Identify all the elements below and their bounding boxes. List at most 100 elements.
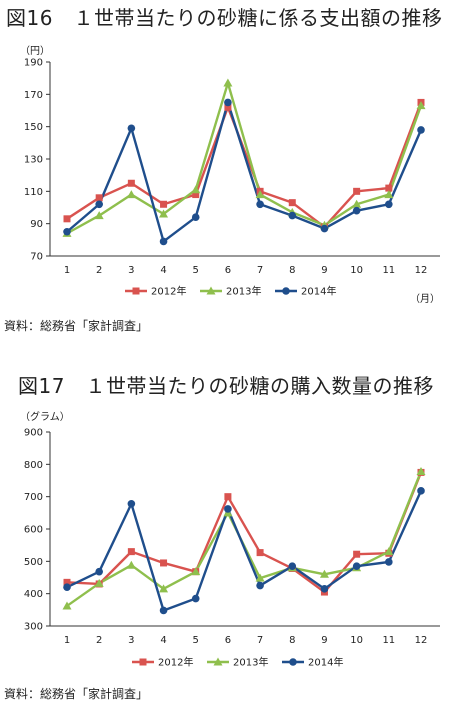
figure-16-title: 図16 １世帯当たりの砂糖に係る支出額の推移 <box>6 6 443 30</box>
chart-17-source: 資料：総務省「家計調査」 <box>4 687 149 701</box>
chart-17-legend-marker-1 <box>213 657 223 666</box>
chart-16-series-2-point <box>191 213 200 221</box>
chart-16-series-1-point <box>191 185 201 194</box>
chart-16-series-1-point <box>223 78 233 87</box>
chart-16-series-0-point <box>224 103 232 111</box>
chart-17-series-0-point <box>224 493 232 501</box>
chart-17-series-2-point <box>127 499 136 508</box>
chart-16-series-1-point <box>384 190 394 199</box>
chart-17-y-tick-label: 800 <box>24 460 43 471</box>
chart-17-y-unit: （グラム） <box>20 412 70 423</box>
chart-16-series-1-point <box>159 209 169 218</box>
chart-16-series-0-point <box>127 179 135 187</box>
chart-16-series-2-point <box>127 124 136 133</box>
chart-16-x-tick-label: 7 <box>257 265 263 276</box>
chart-17-x-tick-label: 10 <box>350 635 363 646</box>
chart-16-y-tick-label: 130 <box>24 155 43 166</box>
chart-16-y-tick-label: 90 <box>30 219 43 230</box>
chart-16-y-tick-label: 190 <box>24 58 43 69</box>
chart-16-series-2-point <box>417 126 425 134</box>
chart-17-series-1-point <box>319 569 329 578</box>
chart-16-series-2-point <box>95 200 103 209</box>
chart-16-series-2-point <box>385 200 393 209</box>
chart-17-series-0-line <box>66 471 423 594</box>
chart-16-x-tick-label: 8 <box>289 265 295 276</box>
chart-17-series-1-point <box>191 567 201 576</box>
chart-17-x-tick-label: 12 <box>415 635 428 646</box>
chart-16-series-0-point <box>385 184 393 192</box>
chart-17-series-1-point <box>159 584 169 593</box>
chart-17-legend-label-0: 2012年 <box>158 656 193 669</box>
chart-17-x-tick-label: 7 <box>257 635 263 646</box>
chart-16-x-tick-label: 3 <box>128 265 134 276</box>
chart-16-series-2-point <box>159 237 168 246</box>
chart-17-series-2-point <box>63 583 71 591</box>
chart-16-series-0-point <box>353 187 361 195</box>
chart-16-legend-marker-0 <box>132 287 140 295</box>
chart-17-series-1-point <box>62 601 72 610</box>
chart-16-x-tick-label: 9 <box>321 265 327 276</box>
chart-17-series-1-point <box>255 573 265 582</box>
chart-17-series-2-point <box>288 562 297 570</box>
chart-17-series-2-point <box>191 594 200 603</box>
chart-17-legend-label-2: 2014年 <box>308 656 343 669</box>
chart-16-y-tick-label: 110 <box>24 187 43 198</box>
chart-16-series-1-point <box>416 101 426 110</box>
chart-17-series-2-point <box>256 581 264 590</box>
chart-16-series-0-line <box>66 101 423 229</box>
chart-17-series-2-point <box>417 487 425 495</box>
chart-16-x-tick-label: 10 <box>350 265 363 276</box>
chart-17-series-0-point <box>160 559 168 567</box>
chart-17-series-1-point <box>94 578 104 587</box>
chart-16-series-0-point <box>63 215 71 223</box>
chart-17-series-1-point <box>416 466 426 475</box>
chart-16-legend-marker-2 <box>282 287 290 295</box>
chart-16-series-1-line <box>66 81 423 235</box>
chart-17-x-tick-label: 1 <box>64 635 70 646</box>
chart-16-series-2-point <box>224 98 232 107</box>
chart-17-x-tick-label: 2 <box>96 635 102 646</box>
chart-16-series-0-point <box>160 200 168 208</box>
chart-16-series-2-point <box>256 200 264 209</box>
chart-16-series-1-point <box>94 211 104 220</box>
chart-17-series-2-point <box>224 505 232 513</box>
chart-16-source: 資料：総務省「家計調査」 <box>4 319 149 333</box>
chart-16-y-unit: （円） <box>20 46 50 57</box>
chart-17-series-1-point <box>384 547 394 556</box>
chart-16-series-1-point <box>126 190 136 199</box>
chart-17-series-2-point <box>385 558 393 566</box>
chart-16-series-1-point <box>255 190 265 199</box>
chart-17-y-tick-label: 900 <box>24 428 43 439</box>
chart-16-series-0-point <box>192 191 200 199</box>
chart-16-x-tick-label: 1 <box>64 265 70 276</box>
chart-17-x-tick-label: 11 <box>382 635 395 646</box>
chart-16-x-unit: （月） <box>410 294 440 305</box>
chart-17-y-tick-label: 700 <box>24 492 43 503</box>
chart-17-x-tick-label: 5 <box>193 635 199 646</box>
chart-17-series-1-point <box>126 560 136 569</box>
chart-17-x-tick-label: 6 <box>225 635 231 646</box>
chart-16-legend-label-0: 2012年 <box>151 285 186 298</box>
chart-17-y-tick-label: 600 <box>24 525 43 536</box>
chart-16-legend-marker-1 <box>206 286 216 295</box>
chart-17-series-2-line <box>66 490 423 612</box>
chart-17-legend-label-1: 2013年 <box>233 656 268 669</box>
chart-16-y-tick-label: 150 <box>24 122 43 133</box>
chart-16-y-tick-label: 70 <box>30 252 43 263</box>
chart-17-series-0-point <box>353 550 361 558</box>
chart-17-y-tick-label: 400 <box>24 589 43 600</box>
chart-16-series-0-point <box>288 199 296 207</box>
chart-16-series-2-point <box>63 227 71 236</box>
chart-16-series-0-point <box>95 194 103 202</box>
chart-17-x-tick-label: 9 <box>321 635 327 646</box>
chart-16-series-2-point <box>320 224 329 233</box>
chart-16-x-tick-label: 11 <box>382 265 395 276</box>
chart-17-x-tick-label: 4 <box>160 635 166 646</box>
chart-17-y-tick-label: 300 <box>24 622 43 633</box>
chart-17-x-tick-label: 8 <box>289 635 295 646</box>
chart-16-legend-label-1: 2013年 <box>226 285 261 298</box>
chart-16-x-tick-label: 12 <box>415 265 428 276</box>
chart-17-series-0-point <box>256 549 264 557</box>
